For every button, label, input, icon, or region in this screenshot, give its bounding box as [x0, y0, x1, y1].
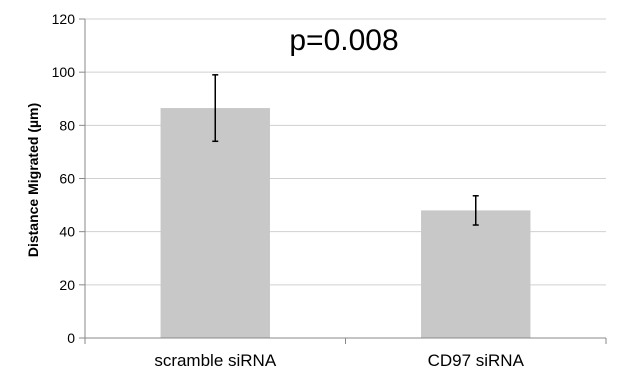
bar	[160, 108, 270, 338]
error-bar	[212, 74, 219, 143]
y-tick-label: 60	[59, 171, 75, 187]
y-tick-label: 40	[59, 224, 75, 240]
error-bar	[472, 195, 479, 226]
bars	[160, 108, 531, 338]
category-labels: scramble siRNA CD97 siRNA	[154, 351, 524, 370]
y-tick-label: 100	[52, 64, 76, 80]
bar	[421, 210, 531, 338]
error-bars	[212, 74, 479, 226]
y-axis-ticks: 0 20 40 60 80 100 120	[52, 11, 85, 346]
y-tick-label: 20	[59, 277, 75, 293]
y-tick-label: 0	[67, 330, 75, 346]
x-category-label: CD97 siRNA	[428, 351, 525, 370]
y-tick-label: 120	[52, 11, 76, 27]
x-category-label: scramble siRNA	[154, 351, 277, 370]
y-axis-label: Distance Migrated (µm)	[25, 103, 41, 257]
p-value-annotation: p=0.008	[289, 24, 398, 57]
y-tick-label: 80	[59, 117, 75, 133]
axes	[84, 19, 607, 344]
